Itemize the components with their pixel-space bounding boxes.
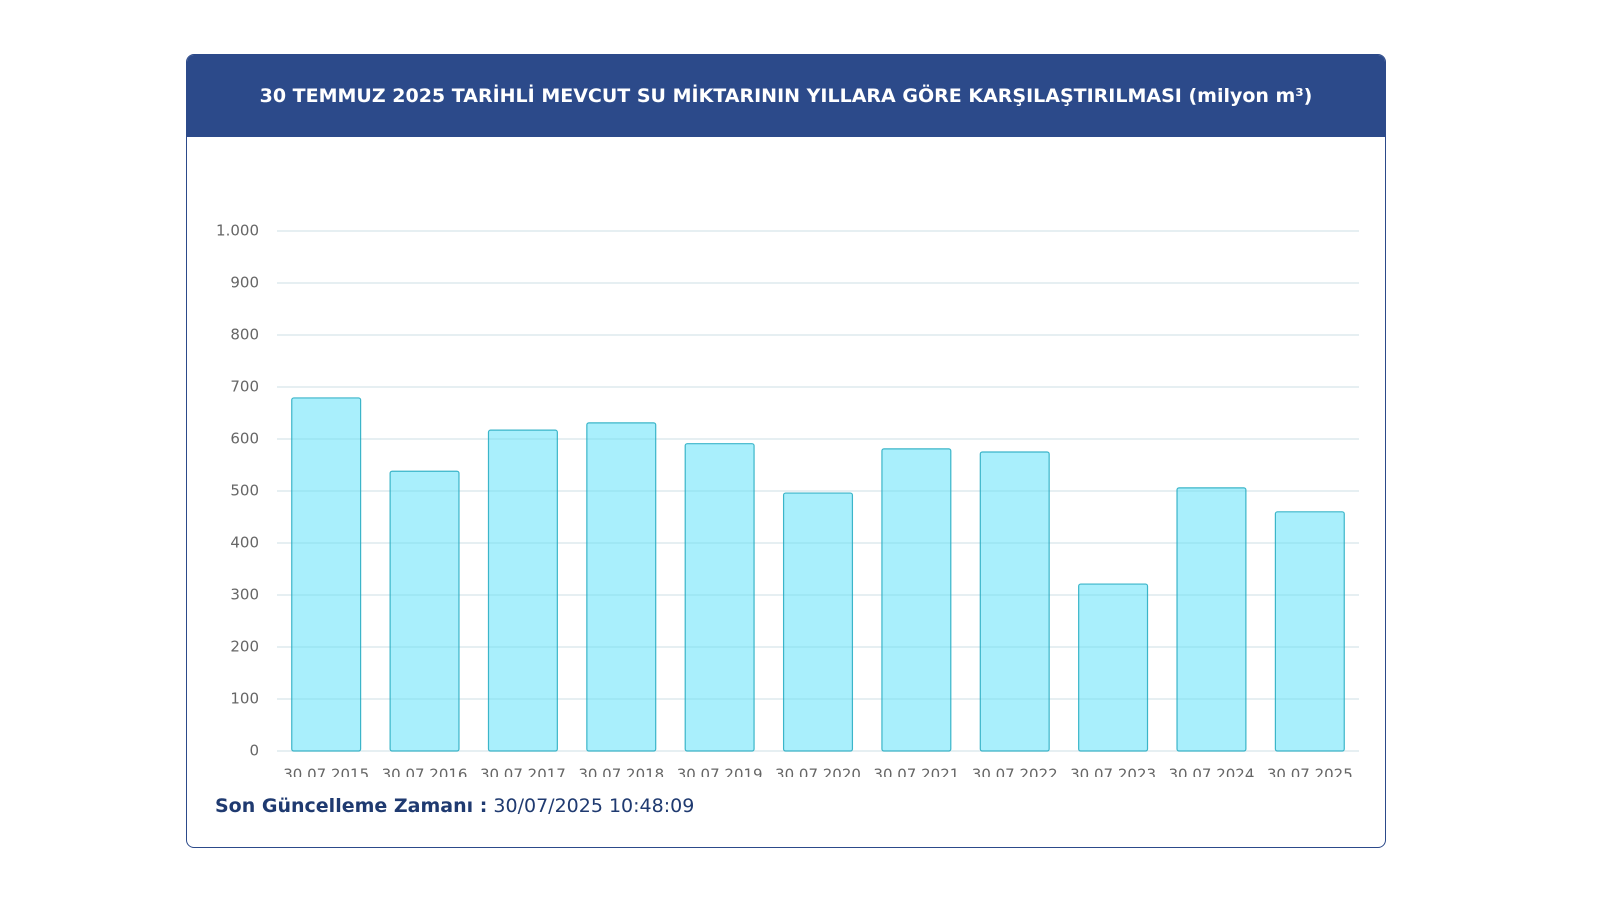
y-tick-label: 500 xyxy=(230,482,259,500)
x-tick-label: 30.07.2020 xyxy=(775,766,861,778)
bar xyxy=(1176,487,1247,752)
chart-title: 30 TEMMUZ 2025 TARİHLİ MEVCUT SU MİKTARI… xyxy=(187,55,1385,137)
y-tick-label: 400 xyxy=(230,534,259,552)
y-tick-label: 1.000 xyxy=(216,222,259,240)
x-tick-label: 30.07.2018 xyxy=(578,766,664,778)
update-time: 30/07/2025 10:48:09 xyxy=(493,795,695,817)
bar xyxy=(979,451,1050,752)
y-tick-label: 0 xyxy=(249,742,259,760)
y-tick-label: 800 xyxy=(230,326,259,344)
x-tick-label: 30.07.2023 xyxy=(1070,766,1156,778)
x-tick-label: 30.07.2015 xyxy=(283,766,369,778)
bar xyxy=(389,470,460,752)
bar xyxy=(1078,583,1149,752)
bar xyxy=(291,397,362,752)
x-tick-label: 30.07.2021 xyxy=(873,766,959,778)
chart: 0 100 200 300 400 500 600 700 800 900 1.000 30.07.2… xyxy=(216,222,1359,778)
y-tick-label: 200 xyxy=(230,638,259,656)
x-tick-label: 30.07.2025 xyxy=(1267,766,1353,778)
y-tick-label: 100 xyxy=(230,690,259,708)
footer: Son Güncelleme Zamanı : 30/07/2025 10:48… xyxy=(215,795,694,817)
y-tick-label: 600 xyxy=(230,430,259,448)
bar xyxy=(684,443,755,752)
x-tick-label: 30.07.2022 xyxy=(972,766,1058,778)
x-tick-label: 30.07.2024 xyxy=(1169,766,1255,778)
bar xyxy=(1274,511,1345,752)
bar xyxy=(487,429,558,752)
x-tick-label: 30.07.2017 xyxy=(480,766,566,778)
y-tick-label: 900 xyxy=(230,274,259,292)
update-label: Son Güncelleme Zamanı : xyxy=(215,795,488,817)
x-tick-label: 30.07.2016 xyxy=(382,766,468,778)
y-tick-label: 300 xyxy=(230,586,259,604)
chart-card: 30 TEMMUZ 2025 TARİHLİ MEVCUT SU MİKTARI… xyxy=(186,54,1386,848)
y-tick-label: 700 xyxy=(230,378,259,396)
bar xyxy=(881,448,952,752)
bar xyxy=(782,492,854,752)
x-tick-label: 30.07.2019 xyxy=(677,766,763,778)
bar xyxy=(586,422,657,752)
